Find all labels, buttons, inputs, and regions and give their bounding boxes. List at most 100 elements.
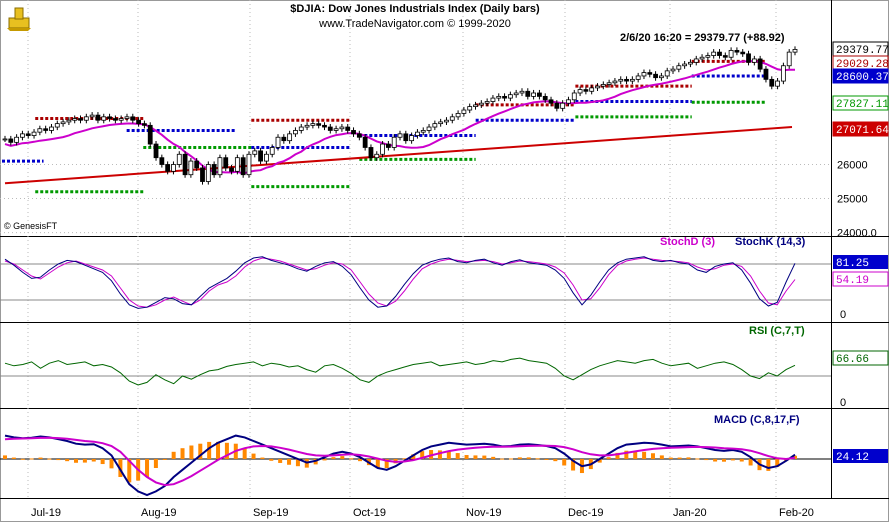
- stoch-tag-box: [833, 255, 888, 269]
- price-bar-body: [322, 124, 327, 128]
- price-bar-body: [130, 116, 136, 121]
- macd-hist-bar: [287, 459, 292, 465]
- macd-hist-bar: [47, 458, 52, 460]
- price-bar-body: [548, 99, 554, 104]
- price-bar-body: [229, 167, 234, 172]
- macd-hist-bar: [535, 458, 540, 460]
- macd-hist-bar: [464, 455, 469, 459]
- price-bar-body: [223, 157, 229, 169]
- macd-hist-bar: [491, 456, 496, 459]
- price-bar-body: [165, 164, 171, 172]
- macd-hist-bar: [384, 459, 389, 468]
- price-bar-body: [60, 121, 66, 125]
- price-bar-body: [107, 116, 112, 119]
- x-tick-label: Nov-19: [466, 507, 501, 519]
- price-bar-body: [269, 147, 275, 155]
- price-bar-body: [426, 126, 432, 131]
- price-bar-body: [525, 90, 531, 97]
- price-bar-body: [693, 58, 699, 63]
- macd-hist-bar: [91, 459, 96, 462]
- price-bar-body: [171, 164, 176, 172]
- x-tick-label: Jul-19: [31, 507, 61, 519]
- price-bar-body: [711, 51, 717, 56]
- price-bar-body: [293, 130, 298, 135]
- price-tag-box: [832, 95, 889, 111]
- rsi-tag-box: [832, 350, 889, 366]
- macd-hist-bar: [446, 450, 451, 459]
- macd-hist-bar: [224, 442, 229, 459]
- price-bar-body: [664, 70, 670, 77]
- macd-hist-bar: [251, 453, 256, 459]
- price-bar-body: [438, 121, 444, 125]
- price-bar-body: [83, 116, 89, 121]
- macd-hist-bar: [162, 459, 167, 460]
- price-bar-body: [101, 116, 107, 121]
- macd-hist-bar: [606, 457, 611, 459]
- macd-hist-bar: [739, 459, 744, 462]
- macd-hist-bar: [278, 459, 283, 463]
- x-tick-label: Oct-19: [353, 507, 386, 519]
- price-bar-body: [397, 133, 403, 138]
- price-bar-body: [577, 89, 583, 94]
- price-bar-body: [112, 118, 118, 121]
- macd-tag-value: 24.12: [836, 452, 869, 464]
- macd-hist-bar: [482, 455, 487, 459]
- macd-hist-bar: [340, 456, 345, 459]
- price-bar-body: [356, 133, 362, 138]
- stoch-d-line: [4, 257, 796, 308]
- macd-hist-bar: [180, 448, 185, 459]
- price-tag-value: 27827.11: [836, 99, 889, 111]
- price-bar-body: [20, 133, 25, 138]
- sma-slow-line: [4, 126, 793, 185]
- price-bar-body: [415, 131, 420, 136]
- price-bar-body: [49, 126, 54, 131]
- macd-hist-bar: [793, 455, 797, 459]
- price-bar-body: [258, 150, 263, 162]
- price-bar-body: [467, 106, 473, 111]
- stoch-tag-value: 54.19: [836, 275, 869, 287]
- price-bar-body: [461, 109, 467, 114]
- price-bar-body: [560, 102, 566, 109]
- price-bar-body: [554, 102, 560, 109]
- price-bar-body: [624, 78, 629, 82]
- price-bar-body: [78, 118, 83, 121]
- macd-hist-bar: [553, 459, 558, 462]
- price-tick-label: 24000.0: [837, 228, 877, 240]
- price-bar-body: [351, 130, 356, 135]
- price-bar-body: [519, 90, 525, 94]
- macd-hist-bar: [668, 457, 673, 459]
- rsi-tick-label: 0: [840, 397, 846, 409]
- price-bar-body: [775, 80, 780, 87]
- price-bar-body: [252, 150, 258, 155]
- price-bar-body: [769, 78, 775, 87]
- x-tick-label: Jan-20: [673, 507, 707, 519]
- stoch-tag-box: [832, 271, 889, 287]
- macd-hist-bar: [171, 451, 176, 459]
- price-bar-body: [240, 157, 246, 176]
- macd-hist-bar: [420, 451, 425, 459]
- price-bar-body: [147, 124, 153, 145]
- price-bar-body: [763, 68, 769, 80]
- macd-hist-bar: [571, 459, 576, 471]
- x-tick-label: Sep-19: [253, 507, 288, 519]
- macd-hist-bar: [260, 457, 265, 459]
- price-tick-label: 25000: [837, 194, 868, 206]
- macd-hist-bar: [358, 459, 363, 462]
- macd-hist-bar: [11, 457, 16, 459]
- chart-title: $DJIA: Dow Jones Industrials Index (Dail…: [290, 3, 540, 15]
- price-bar-body: [507, 94, 513, 99]
- x-tick-label: Feb-20: [779, 507, 814, 519]
- price-bar-body: [786, 51, 792, 67]
- macd-hist-bar: [3, 455, 7, 459]
- price-bar-body: [595, 85, 600, 89]
- price-bar-body: [374, 153, 380, 159]
- macd-hist-bar: [766, 459, 771, 471]
- price-bar-body: [653, 73, 658, 79]
- price-bar-body: [444, 119, 449, 123]
- price-bar-body: [327, 126, 333, 131]
- price-bar-body: [368, 147, 374, 159]
- macd-hist-bar: [500, 458, 505, 460]
- price-tag-value: 27071.64: [836, 125, 889, 137]
